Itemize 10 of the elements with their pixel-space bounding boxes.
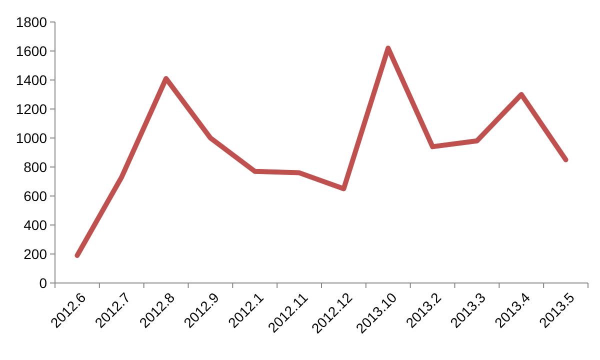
y-tick-label: 200 xyxy=(24,246,48,262)
y-tick-label: 1600 xyxy=(16,42,48,59)
y-tick-label: 1800 xyxy=(16,14,48,30)
y-tick-label: 600 xyxy=(24,188,48,204)
y-tick-label: 1200 xyxy=(16,100,48,117)
y-tick-label: 800 xyxy=(24,158,48,175)
y-tick-label: 400 xyxy=(24,216,48,233)
y-tick-label: 1400 xyxy=(16,72,48,88)
y-tick-label: 0 xyxy=(39,274,48,291)
y-tick-label: 1000 xyxy=(16,130,48,146)
